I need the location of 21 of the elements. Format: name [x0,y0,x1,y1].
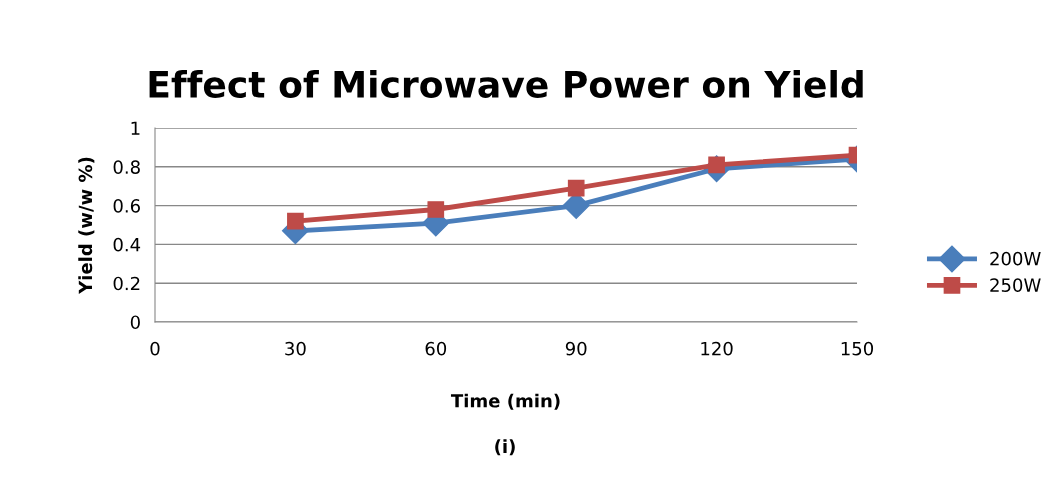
chart-title: Effect of Microwave Power on Yield [149,70,863,98]
text: (i) [495,439,515,456]
y-axis-title: Yield (w/w %) [78,157,95,295]
y-tick-label: 0.6 [113,199,140,213]
y-tick-label: 0.8 [113,160,140,174]
x-tick-label: 30 [285,341,306,356]
x-tick-label: 60 [425,341,447,356]
point [567,179,585,197]
x-tick-label: 150 [841,341,874,356]
x-tick-label: 0 [150,341,160,356]
y-tick-label: 1 [131,121,140,135]
legend-label: 250W [990,278,1041,292]
x-tick-label: 90 [565,341,587,356]
point [287,212,304,230]
x-tick-label: 120 [701,341,733,356]
y-tick-label: 0.2 [113,276,140,291]
y-tick-label: 0 [130,315,140,330]
legend-label: 200W [990,251,1041,266]
x-axis-title: Time (min) [450,393,560,410]
point [427,201,445,218]
y-tick-label: 0.4 [113,237,141,252]
